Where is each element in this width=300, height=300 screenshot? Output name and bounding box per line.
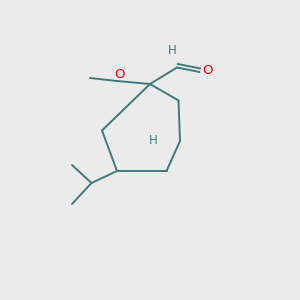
Text: O: O xyxy=(114,68,125,81)
Text: H: H xyxy=(168,44,177,58)
Text: H: H xyxy=(148,134,158,148)
Text: O: O xyxy=(203,64,213,77)
